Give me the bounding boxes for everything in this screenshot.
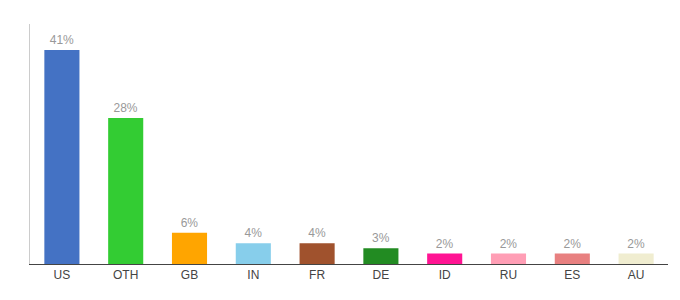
svg-text:41%: 41% <box>50 33 74 47</box>
svg-text:2%: 2% <box>436 237 454 251</box>
svg-text:4%: 4% <box>244 226 262 240</box>
svg-text:ES: ES <box>564 268 580 282</box>
svg-text:4%: 4% <box>308 226 326 240</box>
svg-text:3%: 3% <box>372 231 390 245</box>
svg-text:2%: 2% <box>627 237 645 251</box>
svg-text:28%: 28% <box>114 101 138 115</box>
svg-text:6%: 6% <box>181 216 199 230</box>
svg-text:DE: DE <box>373 268 390 282</box>
svg-text:GB: GB <box>181 268 198 282</box>
svg-text:FR: FR <box>309 268 325 282</box>
svg-text:US: US <box>54 268 71 282</box>
svg-text:ID: ID <box>439 268 451 282</box>
svg-text:OTH: OTH <box>113 268 138 282</box>
svg-text:2%: 2% <box>500 237 518 251</box>
svg-text:AU: AU <box>628 268 645 282</box>
svg-text:RU: RU <box>500 268 517 282</box>
svg-text:IN: IN <box>247 268 259 282</box>
svg-text:2%: 2% <box>563 237 581 251</box>
